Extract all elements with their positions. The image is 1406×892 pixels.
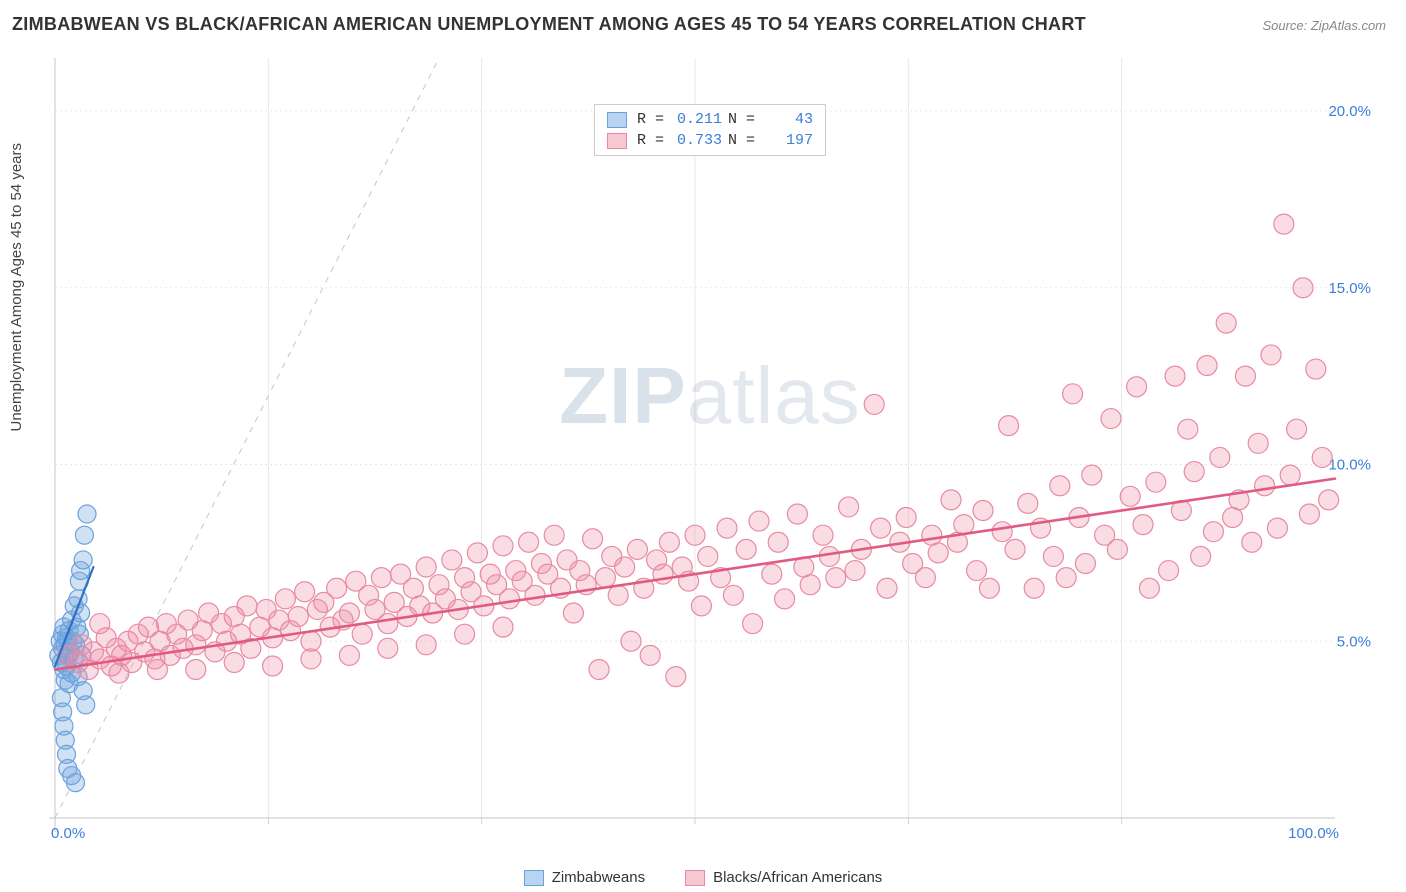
svg-text:5.0%: 5.0% — [1337, 633, 1371, 650]
legend-label: Blacks/African Americans — [713, 869, 882, 886]
stats-label-r: R = — [637, 130, 664, 151]
stats-row: R = 0.211 N = 43 — [607, 109, 813, 130]
stats-label-n: N = — [728, 109, 755, 130]
stats-label-n: N = — [728, 130, 755, 151]
legend-label: Zimbabweans — [552, 869, 645, 886]
plot-area: 5.0%10.0%15.0%20.0%0.0%100.0% ZIPatlas R… — [45, 48, 1375, 838]
legend-item: Blacks/African Americans — [685, 869, 882, 886]
stats-box: R = 0.211 N = 43 R = 0.733 N = 197 — [594, 104, 826, 156]
svg-text:10.0%: 10.0% — [1328, 457, 1371, 474]
legend-item: Zimbabweans — [524, 869, 645, 886]
source-label: Source: ZipAtlas.com — [1262, 18, 1386, 33]
svg-text:0.0%: 0.0% — [51, 825, 85, 838]
legend: Zimbabweans Blacks/African Americans — [0, 869, 1406, 886]
y-axis-label: Unemployment Among Ages 45 to 54 years — [8, 143, 25, 432]
svg-text:20.0%: 20.0% — [1328, 103, 1371, 120]
svg-text:100.0%: 100.0% — [1288, 825, 1339, 838]
stats-label-r: R = — [637, 109, 664, 130]
stats-value-n: 197 — [761, 130, 813, 151]
stats-swatch-icon — [607, 112, 627, 128]
stats-value-r: 0.733 — [670, 130, 722, 151]
stats-value-n: 43 — [761, 109, 813, 130]
stats-value-r: 0.211 — [670, 109, 722, 130]
stats-swatch-icon — [607, 133, 627, 149]
legend-swatch-icon — [524, 870, 544, 886]
chart-svg: 5.0% 10.0% 15.0% 20.0% 0.0% 100.0% — [45, 48, 1375, 838]
svg-text:15.0%: 15.0% — [1328, 280, 1371, 297]
chart-title: ZIMBABWEAN VS BLACK/AFRICAN AMERICAN UNE… — [12, 14, 1086, 35]
stats-row: R = 0.733 N = 197 — [607, 130, 813, 151]
chart-container: ZIMBABWEAN VS BLACK/AFRICAN AMERICAN UNE… — [0, 0, 1406, 892]
legend-swatch-icon — [685, 870, 705, 886]
